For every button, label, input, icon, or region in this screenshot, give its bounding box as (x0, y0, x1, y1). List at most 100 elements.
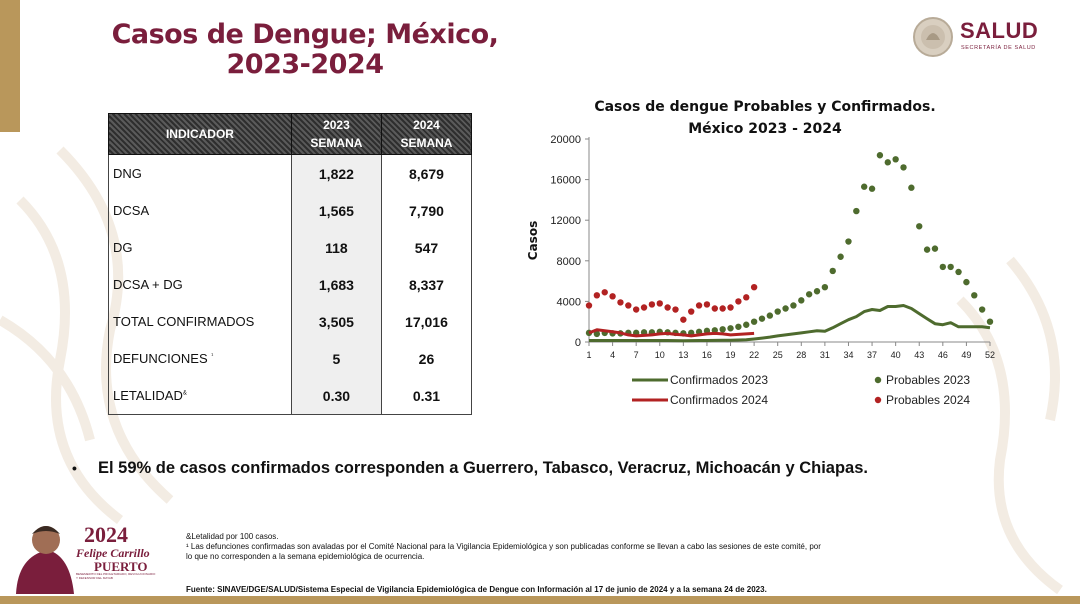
data-point (829, 267, 836, 275)
row-label: DEFUNCIONES ¹ (108, 340, 292, 377)
accent-bar (0, 0, 20, 132)
table-row: LETALIDAD& 0.30 0.31 (108, 377, 473, 415)
x-tick-label: 16 (702, 350, 712, 360)
data-point (978, 306, 986, 313)
footnote-defunciones-cont: lo que no corresponden a la semana epide… (186, 552, 425, 561)
value-2024: 8,679 (380, 154, 473, 192)
data-point (688, 308, 695, 315)
value-2023: 118 (290, 229, 382, 266)
y-tick-label: 0 (575, 337, 581, 349)
table-row: DNG 1,822 8,679 (108, 154, 473, 192)
data-point (735, 298, 742, 305)
data-point (774, 308, 781, 315)
data-point (837, 253, 844, 260)
data-point (640, 304, 648, 311)
data-point (821, 283, 829, 291)
row-label: DCSA (108, 192, 292, 229)
footnote-letalidad: &Letalidad por 100 casos. (186, 532, 279, 541)
header-2023: 2023 SEMANA (290, 113, 382, 155)
bullet-icon: • (72, 460, 77, 476)
data-point (695, 302, 703, 309)
data-point (664, 304, 671, 311)
data-point (947, 263, 954, 271)
data-point (790, 302, 797, 309)
data-point (703, 301, 711, 308)
legend-label: Probables 2024 (886, 393, 970, 407)
x-tick-label: 28 (796, 350, 806, 360)
value-2023: 1,565 (290, 192, 382, 229)
data-point (923, 246, 931, 253)
x-tick-label: 46 (938, 350, 948, 360)
data-point (727, 304, 734, 311)
data-point (805, 291, 813, 298)
x-tick-label: 1 (586, 350, 591, 360)
x-tick-label: 43 (914, 350, 924, 360)
table-row: DEFUNCIONES ¹ 5 26 (108, 340, 473, 377)
data-point (908, 184, 915, 191)
data-point (617, 299, 624, 306)
x-tick-label: 52 (985, 350, 995, 360)
logo-year: 2024 (84, 522, 128, 547)
table-row: DG 118 547 (108, 229, 473, 266)
data-point (813, 288, 821, 295)
logo-name1: Felipe Carrillo (75, 546, 150, 560)
series-line (588, 328, 755, 338)
value-2024: 0.31 (380, 377, 473, 415)
table-row: TOTAL CONFIRMADOS 3,505 17,016 (108, 303, 473, 340)
felipe-carrillo-puerto-logo: 2024 Felipe Carrillo PUERTO BENEMÉRITO D… (16, 522, 155, 594)
legend-swatch (874, 396, 882, 404)
data-point (632, 306, 640, 313)
data-point (782, 305, 789, 312)
data-point (609, 293, 616, 300)
data-point (593, 292, 601, 299)
data-point (680, 316, 687, 323)
data-point (656, 300, 663, 307)
footnotes: &Letalidad por 100 casos. ¹ Las defuncio… (186, 532, 1026, 562)
row-label: TOTAL CONFIRMADOS (108, 303, 292, 340)
data-point (798, 297, 805, 304)
data-point (892, 156, 899, 163)
footnote-marker: & (182, 390, 187, 397)
chart-title: Casos de dengue Probables y Confirmados. (594, 99, 935, 115)
x-tick-label: 49 (961, 350, 971, 360)
data-point (986, 318, 994, 325)
y-tick-label: 20000 (550, 134, 581, 146)
indicator-table: INDICADOR 2023 SEMANA 2024 SEMANA DNG 1,82… (108, 113, 473, 415)
x-tick-label: 19 (726, 350, 736, 360)
data-point (853, 207, 860, 215)
data-point (860, 183, 868, 190)
x-tick-label: 22 (749, 350, 759, 360)
dengue-chart: Casos de dengue Probables y Confirmados.… (526, 99, 995, 407)
data-point (625, 302, 632, 309)
x-tick-label: 34 (843, 350, 853, 360)
page-title: Casos de Dengue; México, 2023-2024 (111, 19, 499, 80)
data-point (758, 315, 766, 322)
portrait-icon (16, 550, 74, 594)
y-tick-label: 4000 (557, 296, 581, 308)
table-header-row: INDICADOR 2023 SEMANA 2024 SEMANA (108, 113, 473, 155)
value-2023: 3,505 (290, 303, 382, 340)
data-point (711, 327, 719, 334)
data-point (585, 302, 593, 309)
header-indicador: INDICADOR (108, 113, 292, 155)
value-2024: 8,337 (380, 266, 473, 303)
value-2023: 1,683 (290, 266, 382, 303)
data-point (711, 305, 719, 312)
bottom-accent-bar (0, 596, 1080, 604)
data-point (963, 278, 970, 286)
x-tick-label: 40 (891, 350, 901, 360)
series-line (589, 304, 991, 343)
legend-swatch (874, 376, 882, 384)
header-2024: 2024 SEMANA (380, 113, 473, 155)
data-point (743, 294, 750, 301)
data-point (672, 306, 679, 313)
data-point (648, 301, 656, 308)
value-2024: 17,016 (380, 303, 473, 340)
legend-label: Confirmados 2023 (670, 373, 768, 387)
data-point (727, 325, 734, 332)
data-point (719, 305, 726, 312)
data-point (876, 152, 884, 159)
data-point (931, 245, 939, 252)
legend-label: Confirmados 2024 (670, 393, 768, 407)
